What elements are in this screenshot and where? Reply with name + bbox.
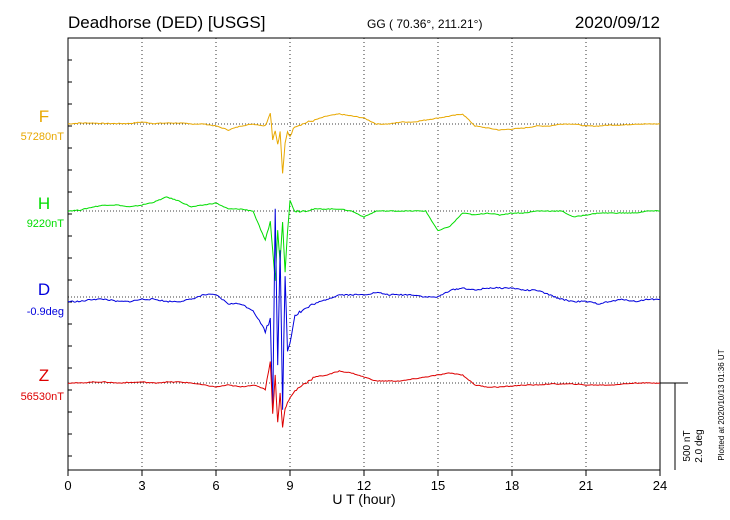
- x-tick-label: 0: [64, 478, 71, 493]
- series-baseline-z: 56530nT: [21, 391, 65, 403]
- series-name-z: Z: [39, 366, 49, 385]
- series-baseline-d: -0.9deg: [27, 306, 64, 318]
- trace-f: [67, 113, 661, 174]
- plotted-timestamp: Plotted at 2020/10/13 01:36 UT: [717, 349, 726, 460]
- station-title: Deadhorse (DED) [USGS]: [68, 13, 265, 32]
- vertical-grid: [141, 38, 587, 470]
- x-axis-label: U T (hour): [332, 491, 395, 507]
- scale-bar-deg: 2.0 deg: [694, 429, 705, 462]
- x-tick-label: 24: [653, 478, 667, 493]
- x-tick-label: 6: [212, 478, 219, 493]
- x-tick-label: 18: [505, 478, 519, 493]
- x-tick-label: 21: [579, 478, 593, 493]
- series-name-d: D: [38, 280, 50, 299]
- scale-bar: 500 nT 2.0 deg: [660, 382, 705, 470]
- x-tick-label: 12: [357, 478, 371, 493]
- series-baseline-h: 9220nT: [27, 218, 65, 230]
- x-tick-label: 15: [431, 478, 445, 493]
- trace-z: [67, 361, 661, 428]
- series-name-f: F: [39, 107, 49, 126]
- station-coordinates: GG ( 70.36°, 211.21°): [367, 17, 482, 31]
- series-baseline-f: 57280nT: [21, 131, 65, 143]
- series-traces: [67, 113, 661, 428]
- series-labels: F 57280nT H 9220nT D -0.9deg Z 56530nT: [21, 107, 65, 403]
- date-label: 2020/09/12: [575, 13, 660, 32]
- x-tick-label: 3: [138, 478, 145, 493]
- trace-h: [67, 196, 660, 281]
- trace-d: [67, 208, 661, 410]
- series-name-h: H: [38, 194, 50, 213]
- x-axis-ticks: 0 3 6 9 12 15 18 21 24: [64, 59, 667, 493]
- scale-bar-nt: 500 nT: [682, 430, 693, 461]
- x-tick-label: 9: [286, 478, 293, 493]
